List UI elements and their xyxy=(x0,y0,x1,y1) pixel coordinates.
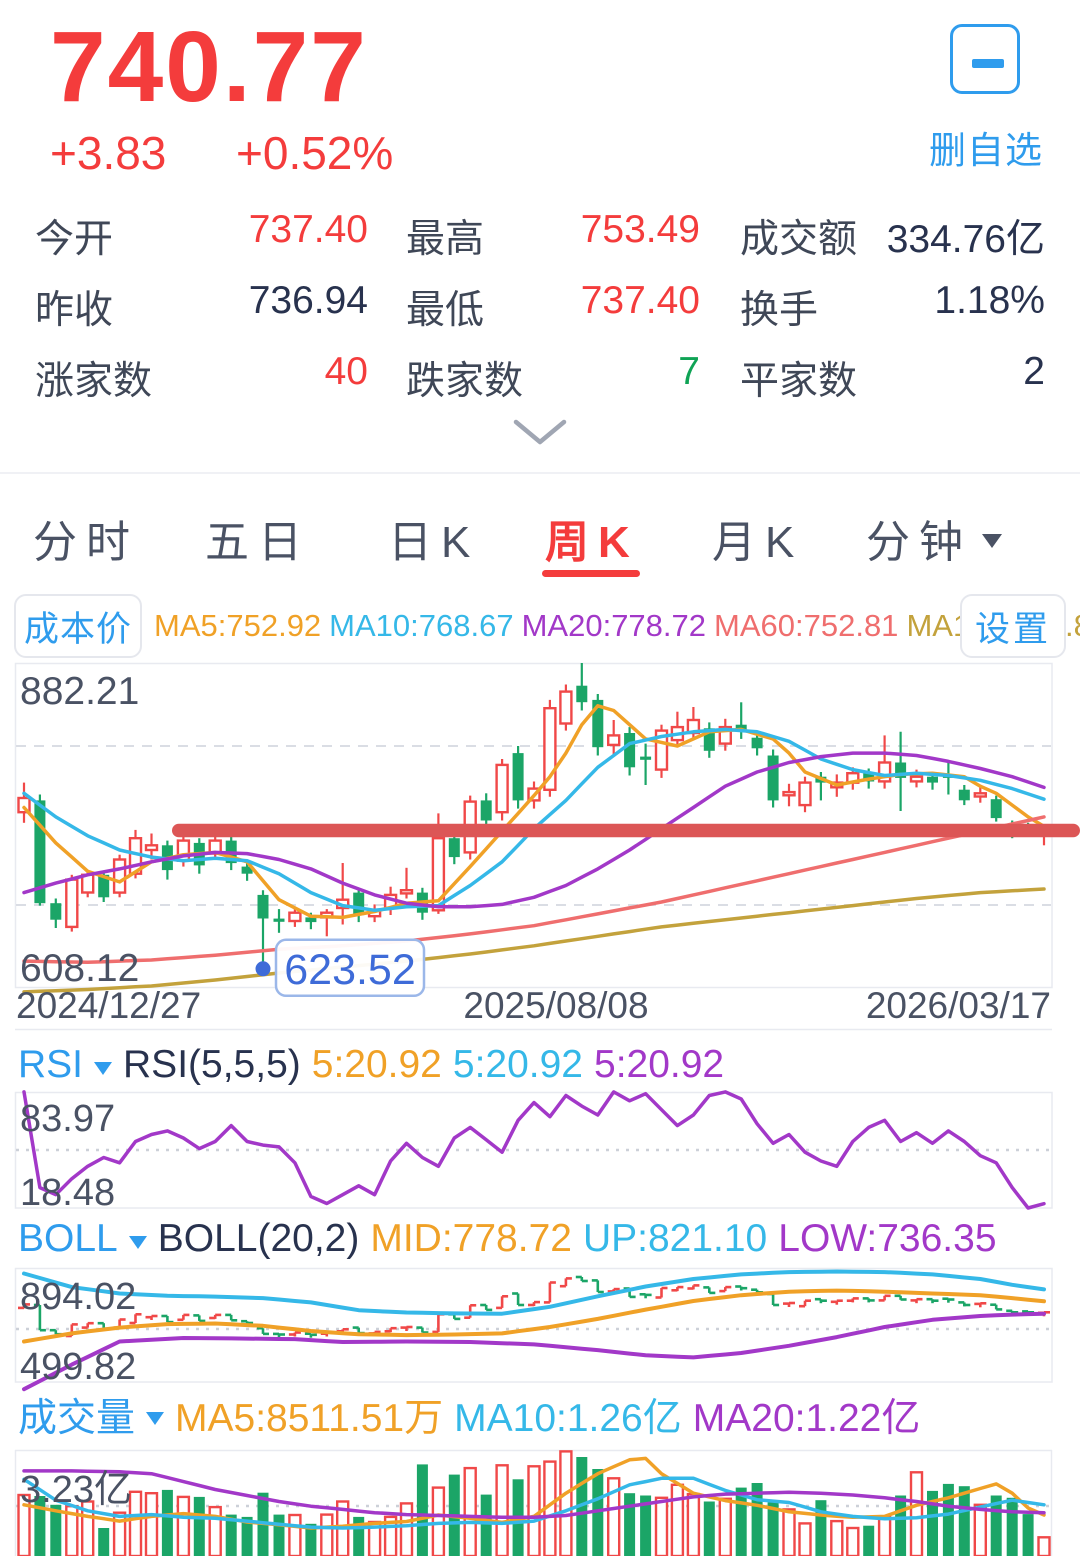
indicator-label: MA5:8511.51万 xyxy=(175,1397,444,1440)
indicator-label: RSI(5,5,5) xyxy=(123,1043,301,1086)
main-ymin-label: 608.12 xyxy=(20,947,139,990)
ma-legend-item: MA60:752.81 xyxy=(714,608,899,643)
tab-五日[interactable]: 五日 xyxy=(205,518,311,567)
stat-label: 换手 xyxy=(740,289,819,332)
indicator-label: BOLL xyxy=(18,1217,118,1260)
volume-header[interactable]: 成交量 MA5:8511.51万 MA10:1.26亿 MA20:1.22亿 xyxy=(18,1388,920,1442)
stat-label: 今开 xyxy=(35,218,114,261)
chevron-down-icon xyxy=(982,534,1002,549)
active-tab-underline xyxy=(542,570,640,577)
ma-legend-item: MA5:752.92 xyxy=(154,608,322,643)
boll-header[interactable]: BOLL BOLL(20,2) MID:778.72 UP:821.10 LOW:736… xyxy=(18,1213,997,1265)
stat-label: 跌家数 xyxy=(406,360,524,403)
indicator-label: MID:778.72 xyxy=(370,1217,572,1260)
stat-value: 737.40 xyxy=(580,279,700,322)
stat-value: 753.49 xyxy=(580,208,700,251)
indicator-label: 成交量 xyxy=(18,1397,136,1440)
stat-label: 最高 xyxy=(406,218,485,261)
indicator-label: BOLL(20,2) xyxy=(157,1217,360,1260)
remove-watchlist-button[interactable] xyxy=(950,24,1020,94)
stat-value: 1.18% xyxy=(934,279,1045,322)
chevron-down-icon xyxy=(94,1061,113,1075)
stat-label: 最低 xyxy=(406,289,485,332)
rsi-ymax-label: 83.97 xyxy=(20,1098,115,1140)
volume-pane: 3.23亿 xyxy=(14,1449,1053,1556)
stat-label: 昨收 xyxy=(35,289,114,332)
svg-text:623.52: 623.52 xyxy=(284,946,416,994)
section-divider xyxy=(0,472,1080,474)
x-label-end: 2026/03/17 xyxy=(866,985,1051,1026)
cost-price-line xyxy=(172,823,1080,838)
boll-ymin-label: 499.82 xyxy=(20,1346,136,1388)
stat-label: 平家数 xyxy=(740,360,858,403)
indicator-label: 5:20.92 xyxy=(311,1043,442,1086)
low-annotation: 623.52 xyxy=(255,938,426,998)
indicator-label: LOW:736.35 xyxy=(778,1217,997,1260)
stat-value: 334.76亿 xyxy=(886,218,1045,261)
indicator-label: RSI xyxy=(18,1043,84,1086)
remove-watchlist-label: 删自选 xyxy=(929,130,1043,171)
boll-pane: 894.02 499.82 xyxy=(14,1267,1053,1392)
indicator-label: 5:20.92 xyxy=(452,1043,583,1086)
indicator-label: MA20:1.22亿 xyxy=(692,1397,921,1440)
tab-月K[interactable]: 月K xyxy=(712,518,804,567)
price-change: +3.83 xyxy=(50,127,167,179)
tab-分时[interactable]: 分时 xyxy=(33,518,139,567)
volume-bars xyxy=(17,1450,1051,1556)
settings-button[interactable]: 设置 xyxy=(960,594,1066,658)
ma-legend-item: MA20:778.72 xyxy=(521,608,707,643)
volume-top-label: 3.23亿 xyxy=(20,1469,132,1511)
boll-ymax-label: 894.02 xyxy=(20,1276,136,1318)
chevron-down-icon xyxy=(128,1235,147,1249)
cost-price-button[interactable]: 成本价 xyxy=(14,594,142,658)
tab-分钟[interactable]: 分钟 xyxy=(866,506,1002,570)
stat-value: 736.94 xyxy=(248,279,368,322)
rsi-pane: 83.97 18.48 xyxy=(14,1090,1053,1214)
minus-icon xyxy=(972,59,1004,68)
collapse-chevron-icon[interactable] xyxy=(512,416,568,448)
indicator-label: MA10:1.26亿 xyxy=(454,1397,682,1440)
stat-value: 737.40 xyxy=(248,208,368,251)
stat-label: 涨家数 xyxy=(35,360,153,403)
ma-legend: MA5:752.92 MA10:768.67 MA20:778.72 MA60:752… xyxy=(154,594,1080,658)
main-ymax-label: 882.21 xyxy=(20,670,139,713)
stat-value: 40 xyxy=(324,350,368,393)
indicator-label: UP:821.10 xyxy=(582,1217,768,1260)
x-label-mid: 2025/08/08 xyxy=(463,985,648,1026)
rsi-ymin-label: 18.48 xyxy=(20,1172,115,1214)
chevron-down-icon xyxy=(146,1411,165,1425)
boll-mini-candles xyxy=(18,1275,1050,1338)
tab-日K[interactable]: 日K xyxy=(388,518,480,567)
current-price: 740.77 xyxy=(50,11,368,123)
stat-value: 7 xyxy=(678,350,700,393)
stat-label: 成交额 xyxy=(740,218,858,261)
stat-value: 2 xyxy=(1023,350,1045,393)
ma-legend-item: MA10:768.67 xyxy=(329,608,514,643)
x-label-start: 2024/12/27 xyxy=(16,985,201,1026)
tab-周K[interactable]: 周K xyxy=(545,518,639,567)
main-candles xyxy=(17,663,1051,969)
rsi-header[interactable]: RSI RSI(5,5,5) 5:20.92 5:20.92 5:20.92 xyxy=(18,1040,724,1090)
indicator-label: 5:20.92 xyxy=(594,1043,725,1086)
price-change-percent: +0.52% xyxy=(236,127,394,179)
